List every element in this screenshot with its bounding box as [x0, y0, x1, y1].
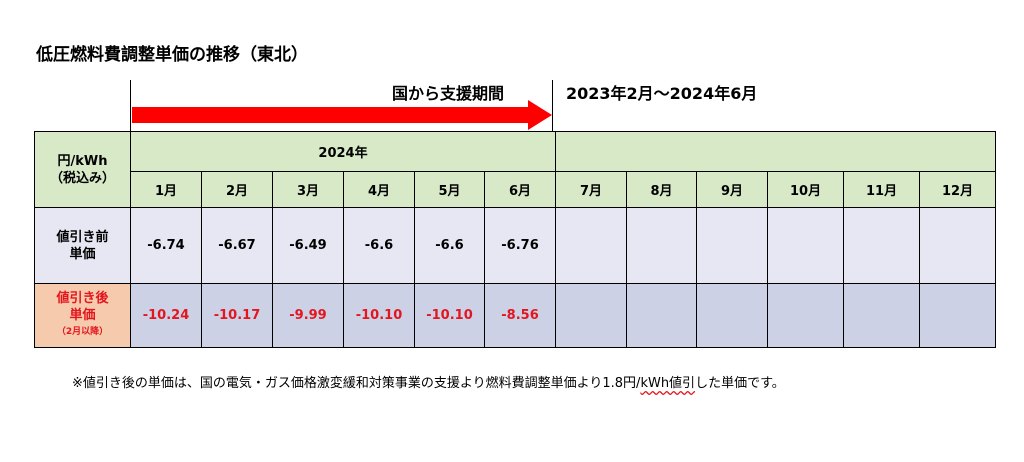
month-header: 7月	[555, 171, 628, 208]
unit-line1: 円/kWh	[57, 153, 108, 169]
after-label-note: （2月以降）	[56, 327, 109, 337]
before-discount-row: 値引き前 単価 -6.74 -6.67 -6.49 -6.6 -6.6 -6.7…	[34, 207, 997, 284]
support-start-line	[130, 80, 131, 172]
month-header: 2月	[201, 171, 273, 208]
before-value	[919, 207, 997, 284]
after-value	[843, 283, 921, 348]
month-header: 10月	[767, 171, 845, 208]
month-header: 5月	[414, 171, 485, 208]
support-period-label: 国から支援期間	[392, 84, 505, 103]
after-value	[767, 283, 845, 348]
year-header: 2024年	[129, 131, 557, 172]
arrow-shape	[132, 100, 552, 130]
month-header: 1月	[130, 171, 202, 208]
after-label-line1: 値引き後	[56, 291, 109, 306]
before-value	[626, 207, 698, 284]
before-value: -6.67	[201, 207, 273, 284]
year-row: 円/kWh （税込み） 2024年	[34, 131, 997, 208]
after-value	[696, 283, 769, 348]
before-value: -6.49	[272, 207, 344, 284]
month-header: 6月	[483, 171, 557, 208]
after-value: -10.10	[414, 283, 485, 348]
footnote-suffix: した単価です。	[695, 376, 785, 391]
after-value: -8.56	[483, 283, 557, 348]
fuel-adjustment-table: 円/kWh （税込み） 2024年 1月 2月 3月 4月 5月 6月 7月 8…	[34, 131, 997, 348]
support-period-arrow	[132, 100, 552, 130]
month-header: 11月	[843, 171, 921, 208]
unit-header: 円/kWh （税込み）	[34, 131, 131, 208]
year-header-blank	[555, 131, 997, 172]
after-value: -10.24	[130, 283, 202, 348]
before-value	[843, 207, 921, 284]
after-value: -10.10	[343, 283, 415, 348]
month-header: 8月	[626, 171, 698, 208]
after-value	[555, 283, 628, 348]
month-header: 9月	[696, 171, 769, 208]
month-row: 1月 2月 3月 4月 5月 6月 7月 8月 9月 10月 11月 12月	[35, 171, 997, 208]
month-header: 4月	[343, 171, 415, 208]
before-value: -6.76	[483, 207, 557, 284]
before-value: -6.74	[130, 207, 202, 284]
footnote-wavy: kWh値引	[640, 376, 696, 391]
month-header: 12月	[919, 171, 997, 208]
month-header: 3月	[272, 171, 344, 208]
after-discount-row: 値引き後 単価 （2月以降） -10.24 -10.17 -9.99 -10.1…	[34, 283, 997, 348]
before-discount-label: 値引き前 単価	[34, 207, 131, 284]
before-value	[696, 207, 769, 284]
before-label-line2: 単価	[69, 246, 96, 262]
before-label-line1: 値引き前	[56, 229, 109, 245]
before-value: -6.6	[343, 207, 415, 284]
after-value: -10.17	[201, 283, 273, 348]
after-value	[919, 283, 997, 348]
before-value: -6.6	[414, 207, 485, 284]
after-discount-label: 値引き後 単価 （2月以降）	[34, 283, 131, 348]
after-value: -9.99	[272, 283, 344, 348]
after-value	[626, 283, 698, 348]
footnote: ※値引き後の単価は、国の電気・ガス価格激変緩和対策事業の支援より燃料費調整単価よ…	[72, 372, 785, 391]
before-value	[555, 207, 628, 284]
before-value	[767, 207, 845, 284]
unit-line2: （税込み）	[49, 170, 115, 186]
footnote-prefix: ※値引き後の単価は、国の電気・ガス価格激変緩和対策事業の支援より燃料費調整単価よ…	[72, 376, 641, 391]
after-label-line2: 単価	[69, 308, 96, 323]
support-period-range: 2023年2月～2024年6月	[566, 84, 758, 103]
page-title: 低圧燃料費調整単価の推移（東北）	[36, 45, 308, 65]
